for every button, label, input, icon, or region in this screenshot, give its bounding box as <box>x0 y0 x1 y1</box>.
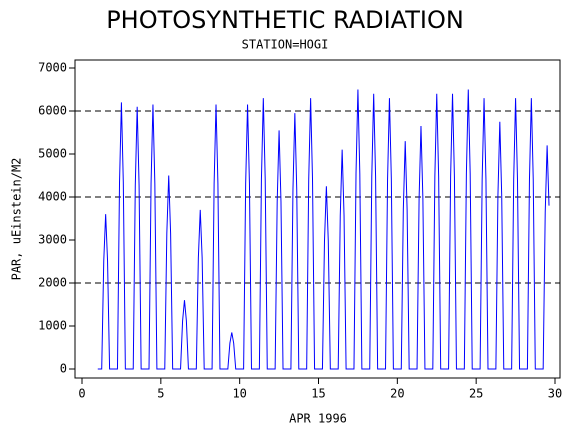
y-tick-label: 4000 <box>38 190 67 204</box>
data-line <box>97 89 550 370</box>
x-tick-label: 30 <box>548 387 562 401</box>
x-tick-label: 5 <box>157 387 164 401</box>
y-tick-label: 0 <box>60 362 67 376</box>
chart-title: PHOTOSYNTHETIC RADIATION <box>106 6 464 34</box>
y-tick-label: 2000 <box>38 276 67 290</box>
x-tick-label: 25 <box>469 387 483 401</box>
y-axis-label: PAR, uEinstein/M2 <box>10 158 24 281</box>
x-tick-label: 20 <box>390 387 404 401</box>
chart-subtitle: STATION=HOGI <box>242 38 329 52</box>
y-tick-label: 7000 <box>38 61 67 75</box>
x-tick-label: 10 <box>232 387 246 401</box>
y-tick-label: 1000 <box>38 319 67 333</box>
x-tick-label: 15 <box>311 387 325 401</box>
x-axis-label: APR 1996 <box>289 412 347 426</box>
y-tick-label: 3000 <box>38 233 67 247</box>
y-tick-label: 5000 <box>38 147 67 161</box>
x-tick-label: 0 <box>78 387 85 401</box>
y-tick-label: 6000 <box>38 104 67 118</box>
plot-frame <box>74 59 561 379</box>
